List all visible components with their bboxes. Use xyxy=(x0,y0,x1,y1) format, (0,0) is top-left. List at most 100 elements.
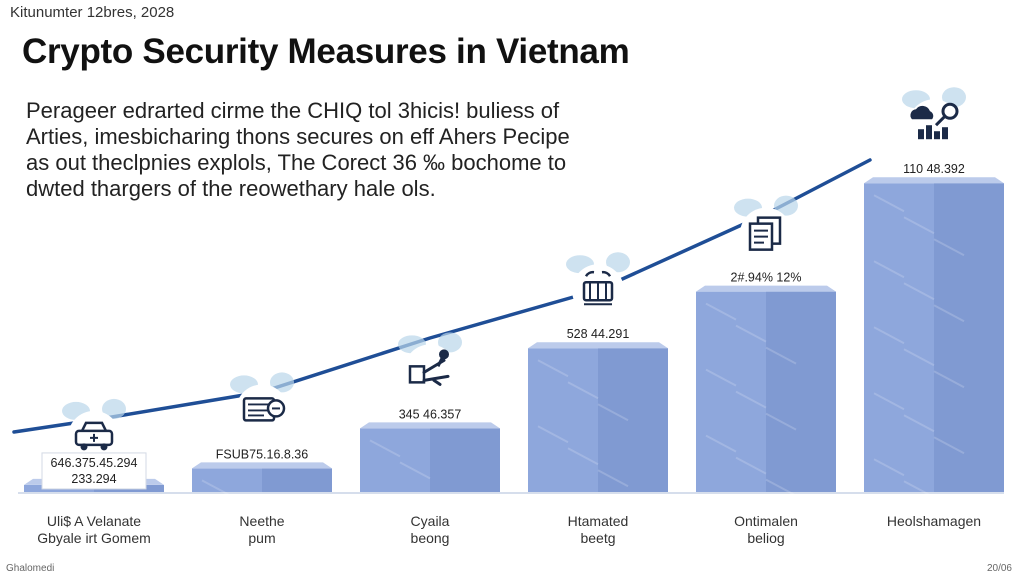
category-label: Heolshamagen xyxy=(859,513,1009,530)
icon-backdrop xyxy=(908,99,960,152)
doc-lines xyxy=(754,229,768,244)
hand-cuff xyxy=(408,365,426,384)
splash xyxy=(774,195,798,216)
bar-texture xyxy=(873,392,905,411)
bar-top xyxy=(528,342,668,349)
category-label: Uli$ A Velanate Gbyale irt Gomem xyxy=(19,513,169,547)
mini-bar xyxy=(918,129,924,140)
bar-texture xyxy=(903,348,935,367)
description-line: Perageer edrarted cirme the CHIQ tol 3hi… xyxy=(26,98,560,123)
bar-top xyxy=(192,462,332,469)
bar xyxy=(192,462,332,498)
data-label: 528 44.291 xyxy=(567,327,630,341)
mini-bar xyxy=(942,127,948,140)
category-label: Ontimalen beliog xyxy=(691,513,841,547)
description: Perageer edrarted cirme the CHIQ tol 3hi… xyxy=(26,98,626,202)
bar-texture xyxy=(933,370,965,389)
bar-shade xyxy=(598,348,668,492)
data-label: 110 48.392 xyxy=(903,162,965,176)
description-line: Arties, imesbicharing thons secures on e… xyxy=(26,124,570,149)
data-label-line: 233.294 xyxy=(71,472,116,486)
category-label: Htamated beetg xyxy=(523,513,673,547)
bar-texture xyxy=(399,461,431,480)
cloud-key-chart-icon xyxy=(902,87,966,152)
data-label-line: 2#.94% 12% xyxy=(731,271,802,285)
bar-top xyxy=(360,422,500,429)
category-label-line: Heolshamagen xyxy=(886,513,982,529)
bar-top xyxy=(864,177,1004,184)
bar-texture xyxy=(903,480,935,499)
bar-shade xyxy=(934,183,1004,492)
wallet-lines xyxy=(248,403,270,417)
mini-bar xyxy=(934,131,940,140)
cloud-shape xyxy=(910,105,934,120)
splash xyxy=(606,252,630,273)
splash xyxy=(438,332,462,353)
car-cross xyxy=(90,433,98,442)
bar-shade xyxy=(766,291,836,492)
bar-texture xyxy=(903,216,935,235)
bar-texture xyxy=(873,326,905,345)
data-label: 646.375.45.294 233.294 xyxy=(51,456,138,486)
category-label-line: beetg xyxy=(580,530,616,546)
category-label-line: beong xyxy=(410,530,450,546)
splash xyxy=(270,372,294,393)
footer-date: 20/06 xyxy=(986,563,1012,574)
category-label-line: Neethe xyxy=(239,513,285,529)
hand-key-icon xyxy=(398,332,462,397)
chart-title: Crypto Security Measures in Vietnam xyxy=(22,32,630,71)
description-line: as out theclpnies explols, The Corect 36… xyxy=(26,150,567,175)
data-label-box xyxy=(41,452,147,490)
dateline: Kitunumter 12bres, 2028 xyxy=(10,4,175,21)
data-label-line: 646.375.45.294 xyxy=(51,456,138,470)
car-wheel xyxy=(100,443,108,451)
car-body xyxy=(74,429,114,447)
mini-bar xyxy=(926,125,932,140)
bar-texture xyxy=(933,304,965,323)
bar-texture xyxy=(873,260,905,279)
bar-texture xyxy=(933,238,965,257)
bar xyxy=(360,422,500,492)
bar xyxy=(696,285,836,497)
bar-texture xyxy=(567,447,599,466)
key-head xyxy=(439,349,449,360)
bar-texture xyxy=(705,434,737,453)
category-label-line: pum xyxy=(248,530,276,546)
chip-pins xyxy=(584,282,612,306)
data-label: FSUB75.16.8.36 xyxy=(216,447,308,461)
bar-texture xyxy=(933,436,965,455)
bar-texture xyxy=(765,346,797,365)
bar-texture xyxy=(765,478,797,497)
data-label: 345 46.357 xyxy=(399,407,462,421)
bar-texture xyxy=(735,390,767,409)
bar-texture xyxy=(903,414,935,433)
bar-texture xyxy=(873,194,905,213)
bar-texture xyxy=(705,368,737,387)
wallet-card-icon xyxy=(230,372,294,437)
category-label-line: beliog xyxy=(747,530,785,546)
bar-texture xyxy=(537,359,569,378)
bar-shade xyxy=(262,468,332,492)
category-label-line: Gbyale irt Gomem xyxy=(37,530,151,546)
category-label-line: Htamated xyxy=(567,513,629,529)
bar-texture xyxy=(873,458,905,477)
category-label: Neethe pum xyxy=(187,513,337,547)
key-shaft xyxy=(436,357,444,368)
data-label-line: FSUB75.16.8.36 xyxy=(216,447,308,461)
category-label: Cyaila beong xyxy=(355,513,505,547)
splash xyxy=(102,398,126,419)
bar-texture xyxy=(201,479,233,498)
car-roof xyxy=(80,421,108,432)
bar-top xyxy=(696,285,836,292)
bar-texture xyxy=(735,456,767,475)
category-label-line: Cyaila xyxy=(410,513,450,529)
security-chip-icon xyxy=(566,252,630,317)
bar-shade xyxy=(430,428,500,492)
bar xyxy=(864,177,1004,499)
data-label-line: 110 48.392 xyxy=(903,162,965,176)
bar-texture xyxy=(369,439,401,458)
data-label-line: 345 46.357 xyxy=(399,407,462,421)
bar-texture xyxy=(765,412,797,431)
footer-credit: Ghalomedi xyxy=(6,563,55,574)
